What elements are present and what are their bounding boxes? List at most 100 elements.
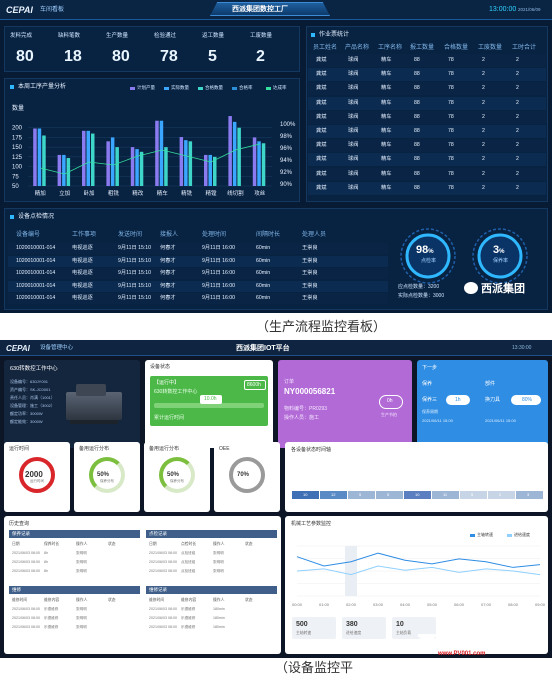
record-cell: 张明明: [213, 569, 224, 573]
bar: [204, 154, 208, 186]
y-tick: 50: [12, 184, 19, 190]
gauge-title: 备用运行分布: [149, 446, 180, 452]
table-cell: 88: [414, 142, 420, 149]
records-card: [4, 516, 281, 654]
record-header: 状态: [245, 598, 253, 602]
legend-swatch: [266, 87, 271, 90]
table-cell: 88: [414, 57, 420, 63]
trend-line-chart: 00:00 01:00 02:00 03:00 04:00 05:00 06:00 07:00…: [292, 545, 546, 607]
timeline-cell: [348, 491, 375, 499]
record-header: 维修时间: [12, 598, 28, 602]
record-header: 保养时长: [44, 542, 60, 546]
record-block-header: [9, 586, 140, 594]
bar: [257, 141, 261, 186]
bar: [213, 156, 217, 186]
record-cell: 张明明: [76, 560, 87, 564]
table-cell: 2: [516, 156, 519, 163]
trend-x-tick: 05:00: [427, 602, 438, 607]
record-cell: 2021/06/03 08:00: [149, 625, 177, 629]
insp-header: 设备编号: [16, 232, 41, 238]
record-header: 状态: [108, 598, 116, 602]
tab-workshop[interactable]: 车间看板: [40, 7, 65, 13]
legend-label: 实际数量: [171, 85, 189, 90]
gauge-sub: 运行时间: [30, 479, 44, 483]
pv001-small: 西派集团: [480, 622, 505, 628]
insp-header: 接报人: [160, 232, 179, 238]
bar: [130, 147, 135, 186]
insp-cell: 电视巡逐: [72, 295, 93, 301]
insp-cell: 9月11日 15:10: [118, 270, 152, 276]
bar: [86, 130, 90, 186]
bar: [135, 149, 139, 186]
insp-cell: 60min: [256, 257, 271, 264]
insp-cell: 60min: [256, 270, 271, 276]
record-cell: 180min: [213, 616, 225, 620]
timeline-cell: [292, 491, 319, 499]
insp-cell: 1020010001-014: [16, 245, 56, 251]
table-header: 员工姓名: [313, 45, 338, 51]
table-row: [308, 54, 546, 67]
table-cell: 78: [448, 128, 454, 134]
table-cell: 2: [516, 128, 519, 134]
insp-cell: 何春才: [160, 257, 176, 264]
table-cell: 球阀: [348, 170, 359, 177]
kpi-value: 5: [208, 48, 217, 65]
insp-cell: 何春才: [160, 245, 176, 251]
x-tick: 立加: [59, 189, 70, 197]
insp-row: [8, 280, 388, 292]
record-cell: 180min: [213, 625, 225, 629]
legend-swatch: [232, 87, 237, 90]
table-row: [308, 96, 546, 110]
trend-x-tick: 02:00: [346, 602, 357, 607]
table-cell: 78: [448, 57, 454, 63]
page-title: 西派集团数控工厂: [232, 6, 288, 13]
y-right-tick: 96%: [280, 146, 293, 152]
stat-box: [342, 617, 386, 639]
insp-cell: 9月11日 16:00: [202, 245, 236, 251]
workorder-title-icon: [311, 33, 315, 37]
insp-cell: 电视巡逐: [72, 270, 93, 276]
record-cell: 点检班组: [181, 560, 196, 564]
watermark-text: 西派集团: [481, 283, 525, 295]
record-block-header: [9, 530, 140, 538]
table-cell: 精车: [381, 99, 392, 106]
wechat-watermark-icon: [464, 282, 478, 294]
table-cell: 球阀: [348, 71, 359, 78]
next-tab-part[interactable]: 部件: [485, 381, 496, 387]
next-chip-2-box: [511, 395, 541, 405]
record-cell: 8h: [44, 560, 48, 564]
bar: [228, 116, 232, 186]
trend-line: [296, 552, 541, 568]
table-cell: 2: [516, 99, 519, 106]
kpi-label: 生产数量: [106, 33, 129, 39]
insp-header: 处理人员: [302, 232, 327, 238]
table-cell: 2: [516, 57, 519, 63]
bar: [252, 137, 257, 186]
table-cell: 2: [482, 113, 485, 120]
insp-cell: 电视巡逐: [72, 257, 93, 264]
kpi-label: 返工数量: [202, 33, 225, 39]
insp-cell: 王崇良: [302, 295, 318, 301]
x-tick: 线切割: [227, 189, 244, 197]
kpi-value: 2: [256, 48, 265, 65]
table-cell: 精车: [381, 57, 392, 63]
legend-label: 达成率: [273, 85, 287, 90]
table-row: [308, 139, 546, 153]
table-cell: 龚斌: [316, 170, 327, 177]
inspection-panel: [4, 208, 548, 310]
iot-logo: CEPAI: [6, 344, 30, 353]
order-label: 订单: [284, 379, 295, 385]
stat-label: 进给速度: [346, 631, 362, 635]
next-tab-maintain[interactable]: 保养: [422, 381, 433, 387]
iot-module[interactable]: 设备管理中心: [40, 345, 74, 351]
order-progress-chip: [379, 395, 403, 409]
record-cell: 2021/06/03 08:00: [149, 607, 177, 611]
insp-cell: 王崇良: [302, 245, 318, 251]
maintain-rate-value: 3%: [493, 244, 505, 256]
x-tick: 精镗: [205, 189, 217, 197]
record-cell: 2021/06/03 08:00: [12, 551, 40, 555]
machine-field: 责任人员：肖满（1001）: [10, 395, 55, 400]
insp-header: 处理时间: [202, 232, 227, 238]
trend-x-tick: 06:00: [454, 602, 465, 607]
y-right-tick: 98%: [280, 134, 293, 140]
